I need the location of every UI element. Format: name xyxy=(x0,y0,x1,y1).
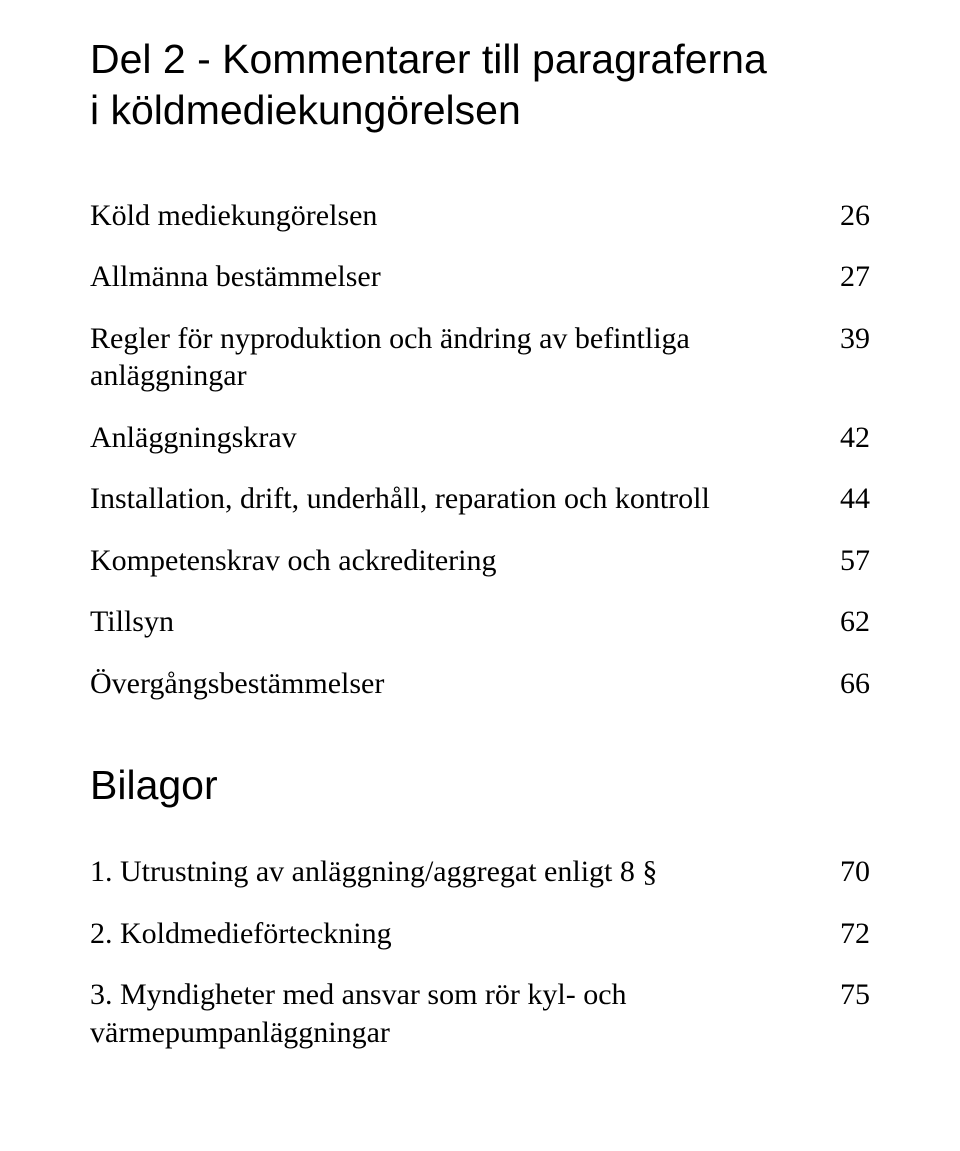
toc-row: Regler för nyproduktion och ändring av b… xyxy=(90,320,870,395)
bilagor-label: 3. Myndigheter med ansvar som rör kyl- o… xyxy=(90,976,820,1051)
toc-row: Köld mediekungörelsen 26 xyxy=(90,197,870,235)
toc-row: Anläggningskrav 42 xyxy=(90,419,870,457)
toc-list: Köld mediekungörelsen 26 Allmänna bestäm… xyxy=(90,197,870,703)
bilagor-row: 3. Myndigheter med ansvar som rör kyl- o… xyxy=(90,976,870,1051)
toc-label: Anläggningskrav xyxy=(90,419,820,457)
toc-page: 39 xyxy=(820,320,870,358)
toc-page: 62 xyxy=(820,603,870,641)
toc-label: Tillsyn xyxy=(90,603,820,641)
bilagor-label: 1. Utrustning av anläggning/aggregat enl… xyxy=(90,853,820,891)
toc-page: 66 xyxy=(820,665,870,703)
toc-page: 42 xyxy=(820,419,870,457)
bilagor-page: 70 xyxy=(820,853,870,891)
section-title-line1: Del 2 - Kommentarer till paragraferna xyxy=(90,36,767,82)
toc-row: Kompetenskrav och ackreditering 57 xyxy=(90,542,870,580)
toc-page: 26 xyxy=(820,197,870,235)
toc-label: Installation, drift, underhåll, reparati… xyxy=(90,480,820,518)
bilagor-row: 1. Utrustning av anläggning/aggregat enl… xyxy=(90,853,870,891)
toc-row: Övergångsbestämmelser 66 xyxy=(90,665,870,703)
bilagor-page: 75 xyxy=(820,976,870,1014)
section-title-line2: i köldmediekungörelsen xyxy=(90,87,521,133)
toc-label: Regler för nyproduktion och ändring av b… xyxy=(90,320,820,395)
toc-label: Övergångsbestämmelser xyxy=(90,665,820,703)
toc-label: Köld mediekungörelsen xyxy=(90,197,820,235)
bilagor-page: 72 xyxy=(820,915,870,953)
toc-row: Installation, drift, underhåll, reparati… xyxy=(90,480,870,518)
document-page: Del 2 - Kommentarer till paragraferna i … xyxy=(0,0,960,1151)
toc-page: 27 xyxy=(820,258,870,296)
toc-page: 44 xyxy=(820,480,870,518)
toc-row: Tillsyn 62 xyxy=(90,603,870,641)
bilagor-list: 1. Utrustning av anläggning/aggregat enl… xyxy=(90,853,870,1051)
toc-label: Kompetenskrav och ackreditering xyxy=(90,542,820,580)
bilagor-row: 2. Koldmedieförteckning 72 xyxy=(90,915,870,953)
bilagor-label: 2. Koldmedieförteckning xyxy=(90,915,820,953)
section-title: Del 2 - Kommentarer till paragraferna i … xyxy=(90,34,870,137)
bilagor-title: Bilagor xyxy=(90,762,870,809)
toc-page: 57 xyxy=(820,542,870,580)
toc-label: Allmänna bestämmelser xyxy=(90,258,820,296)
toc-row: Allmänna bestämmelser 27 xyxy=(90,258,870,296)
